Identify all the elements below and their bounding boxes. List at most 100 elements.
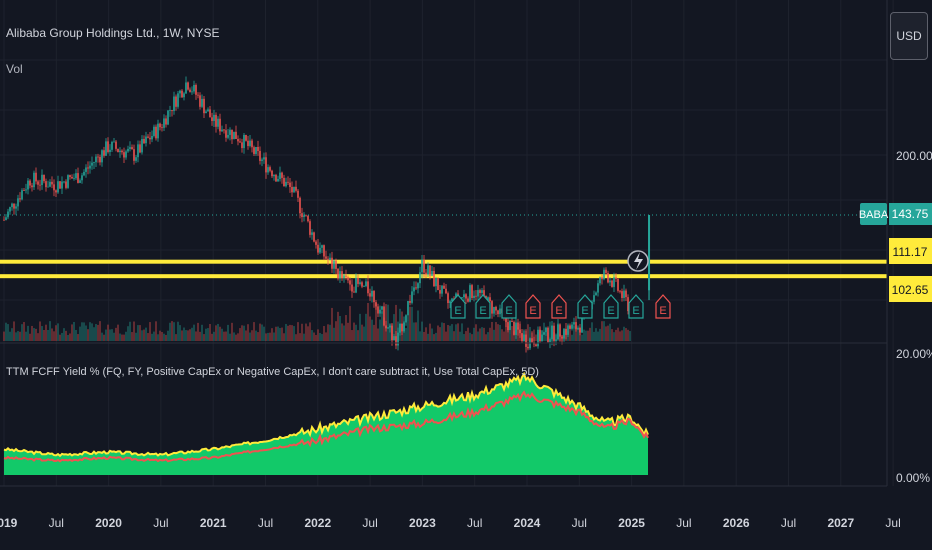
volume-bar <box>163 333 165 341</box>
candle-body <box>559 324 561 337</box>
volume-bar <box>405 328 407 341</box>
volume-bar <box>363 326 365 341</box>
volume-bar <box>177 321 179 341</box>
volume-bar <box>445 331 447 341</box>
candle-body <box>23 190 25 191</box>
earnings-marker[interactable]: E <box>603 294 619 319</box>
volume-bar <box>495 322 497 341</box>
candle-body <box>483 290 485 297</box>
earnings-marker[interactable]: E <box>628 294 644 319</box>
candle-body <box>445 288 447 294</box>
volume-bar <box>137 325 139 341</box>
candle-body <box>623 290 625 298</box>
volume-bar <box>589 327 591 341</box>
candle-body <box>473 295 475 298</box>
earnings-marker[interactable]: E <box>501 294 517 319</box>
volume-bar <box>505 322 507 341</box>
volume-bar <box>231 322 233 341</box>
earnings-marker[interactable]: E <box>450 294 466 319</box>
volume-bar <box>381 311 383 341</box>
horizontal-level-line <box>0 274 887 279</box>
volume-bar <box>467 327 469 341</box>
candle-body <box>395 336 397 346</box>
volume-bar <box>327 324 329 341</box>
candle-body <box>235 131 237 139</box>
level-badge-2 <box>889 276 932 302</box>
candle-body <box>49 181 51 187</box>
volume-bar <box>311 330 313 341</box>
volume-bar <box>421 321 423 341</box>
candle-body <box>247 140 249 146</box>
earnings-marker[interactable]: E <box>475 294 491 319</box>
candle-body <box>648 215 651 291</box>
candle-body <box>61 181 63 189</box>
candle-body <box>271 170 273 177</box>
earnings-marker-shape <box>577 294 593 319</box>
candle-body <box>371 290 373 297</box>
volume-bar <box>459 331 461 341</box>
candle-body <box>89 165 91 169</box>
volume-bar <box>535 334 537 341</box>
volume-bar <box>591 322 593 341</box>
level-badge-1 <box>889 238 932 264</box>
volume-bar <box>315 334 317 341</box>
currency-button[interactable]: USD <box>890 12 928 60</box>
volume-bar <box>409 306 411 341</box>
volume-bar <box>387 304 389 341</box>
earnings-marker[interactable]: E <box>577 294 593 319</box>
candle-body <box>279 172 281 179</box>
volume-bar <box>175 334 177 341</box>
candle-body <box>595 292 597 296</box>
volume-bar <box>427 333 429 341</box>
candle-body <box>385 325 387 329</box>
earnings-marker[interactable]: E <box>551 294 567 319</box>
earnings-marker[interactable]: E <box>525 294 541 319</box>
earnings-marker-shape <box>655 294 671 319</box>
candle-body <box>41 174 43 186</box>
candle-body <box>119 150 121 153</box>
volume-bar <box>359 313 361 341</box>
volume-bar <box>51 328 53 341</box>
volume-bar <box>185 330 187 341</box>
candle-body <box>231 129 233 140</box>
candle-body <box>273 174 275 177</box>
volume-bar <box>181 330 183 341</box>
volume-bar <box>263 326 265 341</box>
candle-body <box>45 181 47 188</box>
volume-bar <box>471 334 473 341</box>
candle-body <box>257 146 259 151</box>
volume-bar <box>613 332 615 341</box>
candle-body <box>625 290 627 298</box>
horizontal-level-line <box>0 259 887 264</box>
volume-bar <box>303 333 305 341</box>
candle-body <box>435 278 437 287</box>
candle-body <box>131 147 133 150</box>
earnings-marker-label: E <box>659 305 666 317</box>
candle-body <box>369 293 371 297</box>
candle-body <box>441 285 443 294</box>
volume-bar <box>267 332 269 341</box>
volume-bar <box>593 331 595 341</box>
volume-bar <box>123 334 125 341</box>
earnings-marker-label: E <box>555 305 562 317</box>
candle-body <box>67 175 69 188</box>
candle-body <box>171 110 173 112</box>
earnings-marker-shape <box>475 294 491 319</box>
candle-body <box>191 91 193 93</box>
level-label-1: 111.17 <box>893 245 928 259</box>
candle-body <box>183 93 185 98</box>
candle-body <box>281 172 283 178</box>
volume-bar <box>571 334 573 341</box>
time-axis-label: Jul <box>49 516 64 530</box>
earnings-marker[interactable]: E <box>655 294 671 319</box>
volume-bar <box>339 315 341 341</box>
candle-body <box>283 177 285 187</box>
dividend-flash-icon[interactable] <box>627 250 649 272</box>
candle-body <box>605 269 607 273</box>
candle-body <box>263 157 265 160</box>
candle-body <box>205 111 207 114</box>
volume-bar <box>497 324 499 341</box>
volume-bar <box>207 328 209 341</box>
candle-body <box>597 283 599 293</box>
